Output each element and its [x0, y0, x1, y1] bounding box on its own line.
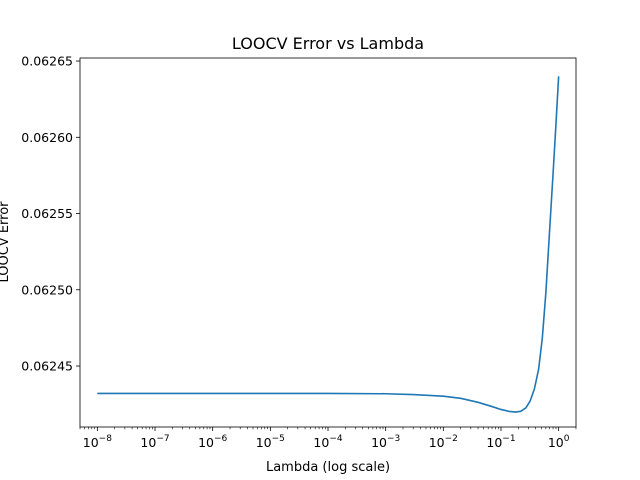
y-tick-label: 0.06255 [21, 206, 73, 221]
x-axis-ticks: 10−8 10−7 10−6 10−5 10−4 10−3 10−2 10−1 100 [83, 427, 570, 450]
x-tick-label: 100 [548, 434, 570, 450]
plot-line [97, 76, 560, 413]
x-axis-minor-ticks [79, 427, 577, 430]
series-line-0 [97, 76, 560, 413]
x-tick-label: 10−3 [371, 434, 400, 450]
x-tick-label: 10−1 [486, 434, 515, 450]
x-tick-label: 10−4 [313, 434, 342, 450]
chart-title: LOOCV Error vs Lambda [232, 34, 424, 53]
x-tick-label: 10−5 [256, 434, 285, 450]
plot-frame [79, 57, 577, 428]
x-tick-label: 10−6 [198, 434, 227, 450]
y-tick-label: 0.06245 [21, 359, 73, 374]
y-tick-label: 0.06265 [21, 54, 73, 69]
x-tick-label: 10−8 [83, 434, 112, 450]
y-axis-label: LOOCV Error [0, 201, 12, 283]
y-tick-label: 0.06260 [21, 130, 73, 145]
y-tick-label: 0.06250 [21, 282, 73, 297]
y-axis-ticks: 0.06245 0.06250 0.06255 0.06260 0.06265 [21, 54, 80, 374]
x-tick-label: 10−2 [429, 434, 458, 450]
x-tick-label: 10−7 [140, 434, 169, 450]
x-axis-label: Lambda (log scale) [266, 460, 390, 475]
